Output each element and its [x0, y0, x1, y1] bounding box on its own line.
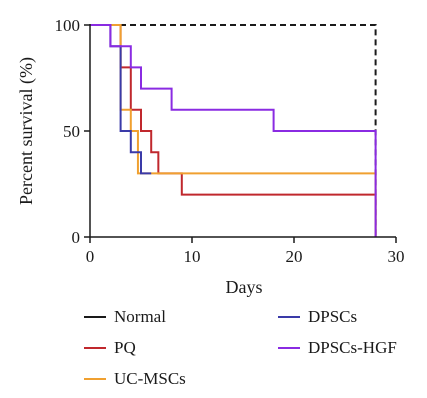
x-tick-label: 0 — [86, 247, 95, 266]
legend-label: DPSCs-HGF — [308, 338, 397, 357]
x-tick-label: 20 — [286, 247, 303, 266]
series-line-dpscs — [90, 24, 152, 175]
y-tick-label: 50 — [63, 122, 80, 141]
legend-item-normal: Normal — [84, 307, 166, 326]
legend: Normal PQ UC-MSCs DPSCs DPSCs-HGF — [84, 307, 397, 388]
y-tick-label: 0 — [72, 228, 81, 247]
y-tick-label: 100 — [55, 16, 81, 35]
legend-label: Normal — [114, 307, 166, 326]
series-line-dpscs-hgf — [90, 24, 377, 237]
legend-item-dpscs: DPSCs — [278, 307, 357, 326]
legend-item-pq: PQ — [84, 338, 136, 357]
legend-label: DPSCs — [308, 307, 357, 326]
plot-area — [90, 24, 377, 237]
series-line-pq — [90, 24, 377, 237]
legend-item-dpscs-hgf: DPSCs-HGF — [278, 338, 397, 357]
legend-label: UC-MSCs — [114, 369, 186, 388]
x-tick-label: 30 — [388, 247, 405, 266]
y-axis-label: Percent survival (%) — [16, 57, 37, 205]
legend-item-uc-mscs: UC-MSCs — [84, 369, 186, 388]
x-tick-label: 10 — [184, 247, 201, 266]
axes: 0 50 100 0 10 20 30 — [55, 16, 405, 266]
legend-label: PQ — [114, 338, 136, 357]
series-line-normal — [90, 24, 377, 237]
x-axis-label: Days — [226, 277, 263, 297]
